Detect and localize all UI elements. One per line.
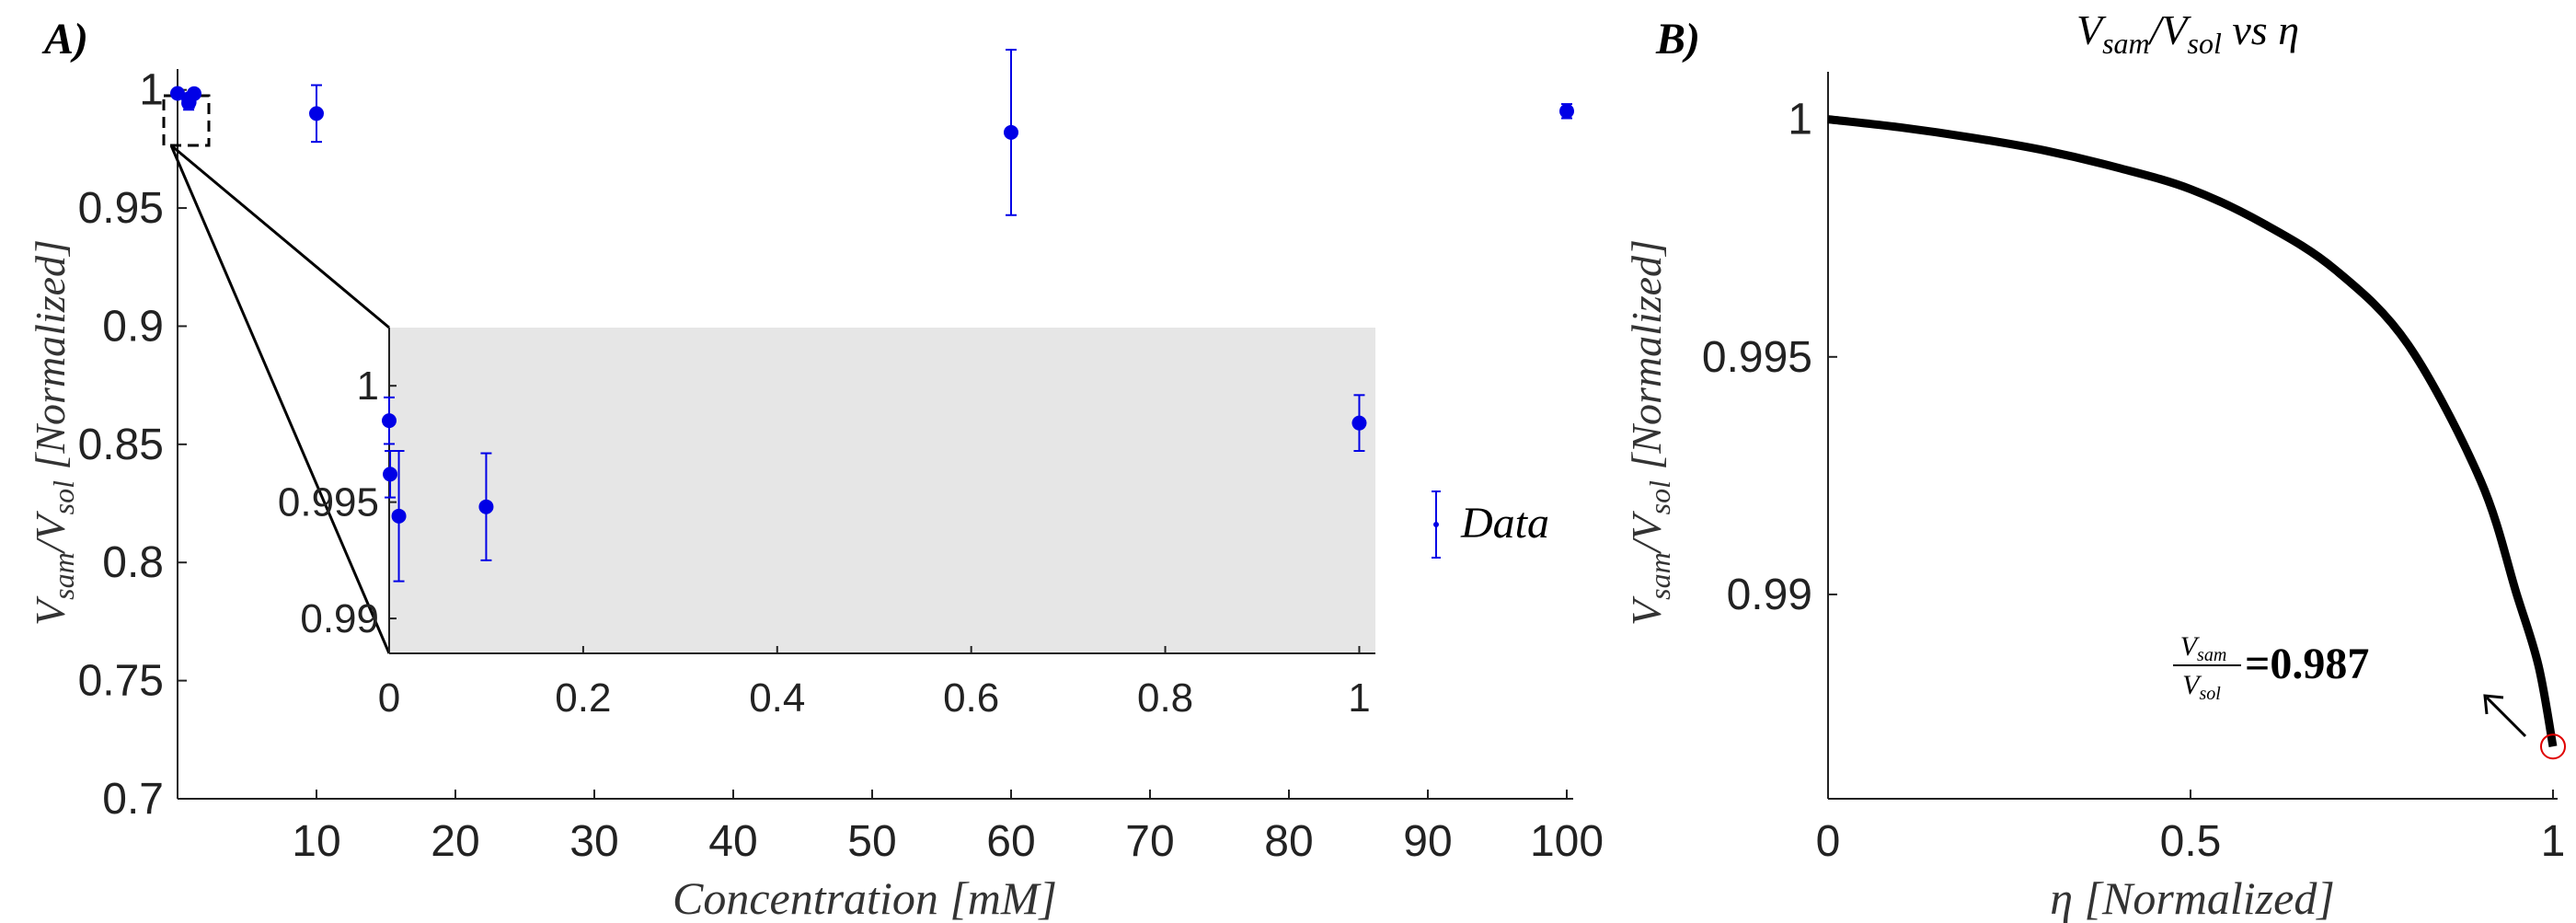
data-marker [383,467,398,482]
y-tick-label: 1 [139,66,164,115]
x-tick-label: 0 [1816,817,1841,866]
inset-x-ticks: 0 0.2 0.4 0.6 0.8 1 [378,646,1371,721]
data-marker [187,86,201,101]
panel-a-y-label: Vsam/Vsol [Normalized] [27,239,80,626]
inset-y-tick-label: 1 [357,363,379,409]
annotation-numerator: Vsam [2180,631,2227,665]
data-marker [1351,415,1367,431]
panel-b-curve [1827,115,2558,747]
zoom-connector-bottom [169,144,391,654]
inset-x-tick-label: 0 [378,675,400,721]
inset-x-tick-label: 0.6 [943,675,999,721]
x-tick-label: 100 [1530,817,1604,866]
y-tick-label: 0.95 [78,184,164,233]
panel-a-x-ticks: 10 20 30 40 50 60 70 80 90 100 [292,790,1604,866]
x-tick-label: 0.5 [2160,817,2222,866]
panel-a-label: A) [41,15,88,63]
inset-x-tick-label: 0.8 [1137,675,1193,721]
legend-label: Data [1460,499,1549,548]
inset-data-point [1351,394,1367,453]
x-tick-label: 40 [708,817,757,866]
y-tick-label: 0.9 [102,302,164,351]
endpoint-marker [2540,733,2566,760]
data-point [187,86,201,101]
data-point [170,86,185,101]
inset-data-point [478,452,494,561]
panel-b-y-label: Vsam/Vsol [Normalized] [1623,239,1676,626]
y-tick-label: 0.8 [102,538,164,587]
annotation-arrow-shaft [2485,696,2527,738]
legend: Data [1432,490,1549,559]
inset-data-point [383,450,398,499]
annotation: Vsam Vsol =0.987 [2173,631,2527,738]
x-tick-label: 70 [1125,817,1174,866]
annotation-value: =0.987 [2245,640,2369,688]
inset-y-ticks: 0.99 0.995 1 [278,363,397,641]
y-tick-label: 0.85 [78,421,164,469]
x-tick-label: 90 [1403,817,1452,866]
data-marker [382,413,397,429]
data-marker [478,499,494,514]
inset-plot: 0.99 0.995 1 0 0.2 0.4 0.6 0.8 1 [278,328,1375,721]
data-point [309,84,324,144]
panel-b-x-label: η [Normalized] [2050,872,2335,923]
data-marker [391,508,407,524]
data-marker [1559,103,1574,119]
data-point [1559,103,1574,120]
annotation-denominator: Vsol [2182,670,2221,704]
panel-a-data-points [170,49,1574,216]
zoom-connector-top [170,144,390,329]
inset-x-tick-label: 0.4 [749,675,805,721]
panel-a-x-label: Concentration [mM] [673,872,1057,923]
y-tick-label: 0.7 [102,775,164,824]
inset-data-point [391,450,407,583]
x-tick-label: 10 [292,817,340,866]
panel-a-y-ticks: 0.7 0.75 0.8 0.85 0.9 0.95 1 [78,66,187,824]
y-tick-label: 0.99 [1727,571,1812,619]
inset-x-tick-label: 0.2 [555,675,611,721]
panel-a: A) 0.70.750.80.850.90.951 10 20 30 40 50 60 70… [27,15,1604,923]
x-tick-label: 1 [2541,817,2566,866]
inset-x-tick-label: 1 [1348,675,1370,721]
panel-b-y-ticks: 0.99 0.995 1 [1702,96,1837,619]
panel-b-x-ticks: 0 0.5 1 [1816,790,2566,866]
inset-data-points [382,394,1367,583]
data-marker [170,86,185,101]
y-tick-label: 1 [1788,96,1812,144]
panel-b-label: B) [1655,15,1700,63]
inset-data-point [382,396,397,445]
data-marker [309,106,324,121]
x-tick-label: 30 [569,817,618,866]
inset-background [389,328,1375,653]
annotation-arrow-head [2483,694,2504,715]
data-marker [1004,124,1018,140]
panel-b-title: Vsam/Vsol vs η [2076,6,2299,60]
x-tick-label: 50 [847,817,896,866]
inset-y-tick-label: 0.995 [278,480,379,525]
y-tick-label: 0.75 [78,657,164,706]
y-tick-label: 0.995 [1702,333,1812,382]
x-tick-label: 80 [1264,817,1313,866]
legend-marker [1433,522,1439,527]
x-tick-label: 20 [431,817,479,866]
data-point [1004,49,1018,216]
inset-y-tick-label: 0.99 [300,596,379,641]
x-tick-label: 60 [986,817,1035,866]
